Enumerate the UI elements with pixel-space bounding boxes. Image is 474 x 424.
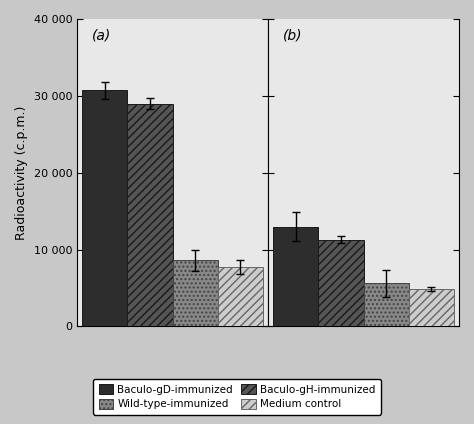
Bar — [273, 226, 318, 326]
Text: (a): (a) — [92, 28, 111, 42]
Bar — [409, 289, 454, 326]
Legend: Baculo-gD-immunized, Wild-type-immunized, Baculo-gH-immunized, Medium control: Baculo-gD-immunized, Wild-type-immunized… — [93, 379, 381, 415]
Text: (b): (b) — [283, 28, 303, 42]
Y-axis label: Radioactivity (c.p.m.): Radioactivity (c.p.m.) — [15, 106, 28, 240]
Bar — [364, 283, 409, 326]
Bar — [318, 240, 364, 326]
Bar — [82, 90, 128, 326]
Bar — [218, 267, 263, 326]
Bar — [173, 260, 218, 326]
Bar — [128, 103, 173, 326]
